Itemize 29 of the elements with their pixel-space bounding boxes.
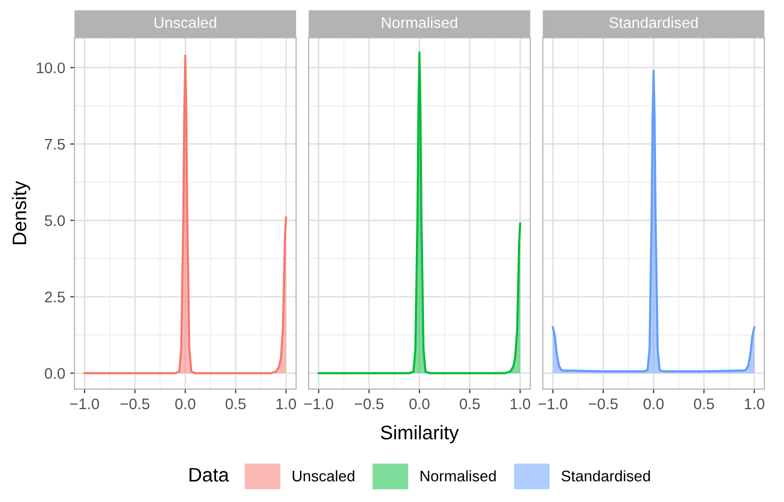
x-axis-title: Similarity — [380, 425, 459, 444]
x-tick-label: 1.0 — [510, 398, 530, 410]
chart-title: Standardised — [609, 16, 698, 28]
legend-title: Data — [190, 468, 230, 482]
y-tick-label: 7.5 — [45, 139, 65, 150]
x-tick-label: 1.0 — [276, 398, 296, 410]
x-tick-label: −1.0 — [538, 398, 568, 410]
x-tick-label: 0.5 — [694, 398, 714, 410]
chart-title: Unscaled — [154, 16, 216, 28]
x-tick-label: 0.0 — [409, 398, 430, 410]
legend-label: Normalised — [420, 470, 496, 482]
y-tick-label: 5.0 — [44, 215, 65, 226]
y-tick-label: 0.0 — [44, 368, 65, 379]
x-tick-label: −0.5 — [354, 398, 384, 410]
x-tick-label: −0.5 — [588, 398, 618, 410]
x-tick-label: −0.5 — [120, 398, 150, 410]
y-tick-label: 2.5 — [44, 292, 65, 302]
x-tick-label: 0.0 — [175, 398, 196, 410]
chart-title: Normalised — [382, 16, 458, 28]
x-tick-label: −1.0 — [304, 398, 334, 410]
legend-label: Standardised — [562, 470, 650, 482]
y-axis-title: Density — [12, 180, 30, 244]
x-tick-label: 0.5 — [226, 398, 246, 410]
x-tick-label: 0.0 — [644, 398, 664, 410]
x-tick-label: 0.5 — [460, 398, 480, 410]
y-tick-label: 10.0 — [36, 62, 65, 74]
x-tick-label: −1.0 — [70, 398, 100, 410]
x-tick-label: 1.0 — [744, 398, 764, 410]
legend-label: Unscaled — [292, 470, 354, 482]
